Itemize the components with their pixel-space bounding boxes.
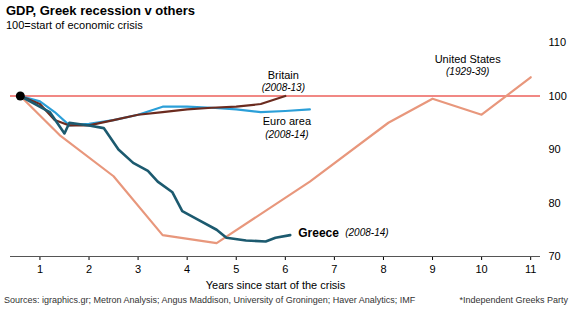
svg-text:Britain: Britain (268, 69, 299, 81)
svg-text:6: 6 (282, 263, 288, 275)
svg-text:(2008-14): (2008-14) (265, 129, 308, 140)
html-text:Sources: igraphics.gr; Metron: Sources: igraphics.gr; Metron Analysis; … (4, 295, 416, 305)
svg-text:3: 3 (135, 263, 141, 275)
svg-text:90: 90 (549, 143, 561, 155)
svg-text:8: 8 (380, 263, 386, 275)
svg-text:(1929-39): (1929-39) (446, 66, 489, 77)
svg-text:(2008-13): (2008-13) (262, 82, 305, 93)
svg-text:5: 5 (233, 263, 239, 275)
svg-text:Euro area: Euro area (263, 115, 312, 127)
svg-text:70: 70 (549, 250, 561, 262)
svg-text:4: 4 (184, 263, 190, 275)
svg-text:Years since start of the crisi: Years since start of the crisis (206, 279, 346, 291)
svg-text:Greece: Greece (298, 226, 339, 240)
svg-text:9: 9 (429, 263, 435, 275)
svg-text:10: 10 (475, 263, 487, 275)
svg-text:1: 1 (37, 263, 43, 275)
svg-text:United States: United States (435, 53, 502, 65)
svg-text:(2008-14): (2008-14) (345, 227, 388, 238)
svg-text:7: 7 (331, 263, 337, 275)
svg-text:80: 80 (549, 197, 561, 209)
html-text:*Independent Greeks Party: *Independent Greeks Party (459, 295, 568, 305)
svg-text:11: 11 (525, 263, 536, 275)
svg-text:110: 110 (549, 36, 567, 48)
html-text:GDP, Greek recession v others: GDP, Greek recession v others (6, 3, 196, 18)
svg-text:100: 100 (549, 90, 567, 102)
html-text:100=start of economic crisis: 100=start of economic crisis (6, 19, 143, 31)
svg-text:2: 2 (86, 263, 92, 275)
